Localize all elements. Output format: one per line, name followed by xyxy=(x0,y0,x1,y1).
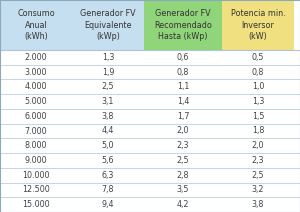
Bar xyxy=(0,153,72,168)
Bar xyxy=(144,168,222,183)
Text: 7,8: 7,8 xyxy=(102,186,114,194)
Bar xyxy=(0,109,72,124)
Text: 2,8: 2,8 xyxy=(177,171,189,180)
Bar xyxy=(144,124,222,138)
Text: Potencia min.
Inversor
(kW): Potencia min. Inversor (kW) xyxy=(231,9,285,41)
Bar xyxy=(0,94,72,109)
Bar xyxy=(0,65,72,80)
Text: 3,5: 3,5 xyxy=(177,186,189,194)
Text: 2.000: 2.000 xyxy=(25,53,47,62)
Text: 3,2: 3,2 xyxy=(252,186,264,194)
Bar xyxy=(72,94,144,109)
Bar xyxy=(222,80,294,94)
Bar xyxy=(144,0,222,50)
Text: 2,3: 2,3 xyxy=(252,156,264,165)
Text: Consumo
Anual
(kWh): Consumo Anual (kWh) xyxy=(17,9,55,41)
Bar xyxy=(72,50,144,65)
Bar xyxy=(222,153,294,168)
Bar xyxy=(144,153,222,168)
Text: 3,8: 3,8 xyxy=(252,200,264,209)
Text: 1,1: 1,1 xyxy=(177,82,189,91)
Text: Generador FV
Equivalente
(kWp): Generador FV Equivalente (kWp) xyxy=(80,9,136,41)
Text: 10.000: 10.000 xyxy=(22,171,50,180)
Text: 1,8: 1,8 xyxy=(252,127,264,135)
Bar xyxy=(144,65,222,80)
Text: 2,0: 2,0 xyxy=(177,127,189,135)
Text: 6.000: 6.000 xyxy=(25,112,47,121)
Bar xyxy=(72,65,144,80)
Bar xyxy=(72,80,144,94)
Bar xyxy=(222,109,294,124)
Bar xyxy=(144,80,222,94)
Bar xyxy=(72,153,144,168)
Text: 5,6: 5,6 xyxy=(102,156,114,165)
Text: 4.000: 4.000 xyxy=(25,82,47,91)
Text: 2,0: 2,0 xyxy=(252,141,264,150)
Text: 1,0: 1,0 xyxy=(252,82,264,91)
Bar xyxy=(222,124,294,138)
Text: 6,3: 6,3 xyxy=(102,171,114,180)
Bar xyxy=(222,94,294,109)
Text: 0,8: 0,8 xyxy=(177,68,189,77)
Text: 15.000: 15.000 xyxy=(22,200,50,209)
Text: 0,6: 0,6 xyxy=(177,53,189,62)
Bar xyxy=(144,138,222,153)
Text: 2,5: 2,5 xyxy=(252,171,264,180)
Text: 1,5: 1,5 xyxy=(252,112,264,121)
Bar xyxy=(72,109,144,124)
Text: 8.000: 8.000 xyxy=(25,141,47,150)
Bar xyxy=(144,109,222,124)
Bar xyxy=(72,168,144,183)
Bar xyxy=(0,197,72,212)
Text: 4,2: 4,2 xyxy=(177,200,189,209)
Text: 2,5: 2,5 xyxy=(177,156,189,165)
Text: 1,7: 1,7 xyxy=(177,112,189,121)
Bar xyxy=(72,138,144,153)
Bar xyxy=(0,124,72,138)
Bar xyxy=(0,50,72,65)
Bar xyxy=(144,50,222,65)
Text: 0,8: 0,8 xyxy=(252,68,264,77)
Bar xyxy=(222,183,294,197)
Text: 9,4: 9,4 xyxy=(102,200,114,209)
Text: 5.000: 5.000 xyxy=(25,97,47,106)
Bar xyxy=(72,183,144,197)
Bar xyxy=(144,183,222,197)
Text: 9.000: 9.000 xyxy=(25,156,47,165)
Text: 12.500: 12.500 xyxy=(22,186,50,194)
Bar xyxy=(72,124,144,138)
Text: 1,9: 1,9 xyxy=(102,68,114,77)
Bar xyxy=(0,183,72,197)
Bar xyxy=(222,0,294,50)
Bar xyxy=(222,65,294,80)
Bar xyxy=(0,138,72,153)
Bar xyxy=(144,197,222,212)
Bar xyxy=(0,168,72,183)
Text: 1,3: 1,3 xyxy=(252,97,264,106)
Text: 5,0: 5,0 xyxy=(102,141,114,150)
Text: 3,1: 3,1 xyxy=(102,97,114,106)
Bar xyxy=(0,0,72,50)
Text: Generador FV
Recomendado
Hasta (kWp): Generador FV Recomendado Hasta (kWp) xyxy=(154,9,212,41)
Text: 4,4: 4,4 xyxy=(102,127,114,135)
Bar xyxy=(72,197,144,212)
Bar xyxy=(222,168,294,183)
Text: 1,3: 1,3 xyxy=(102,53,114,62)
Bar xyxy=(222,50,294,65)
Bar xyxy=(0,80,72,94)
Bar xyxy=(222,197,294,212)
Text: 3.000: 3.000 xyxy=(25,68,47,77)
Text: 2,3: 2,3 xyxy=(177,141,189,150)
Bar xyxy=(72,0,144,50)
Text: 1,4: 1,4 xyxy=(177,97,189,106)
Bar xyxy=(144,94,222,109)
Text: 2,5: 2,5 xyxy=(102,82,114,91)
Text: 0,5: 0,5 xyxy=(252,53,264,62)
Text: 7.000: 7.000 xyxy=(25,127,47,135)
Text: 3,8: 3,8 xyxy=(102,112,114,121)
Bar xyxy=(222,138,294,153)
